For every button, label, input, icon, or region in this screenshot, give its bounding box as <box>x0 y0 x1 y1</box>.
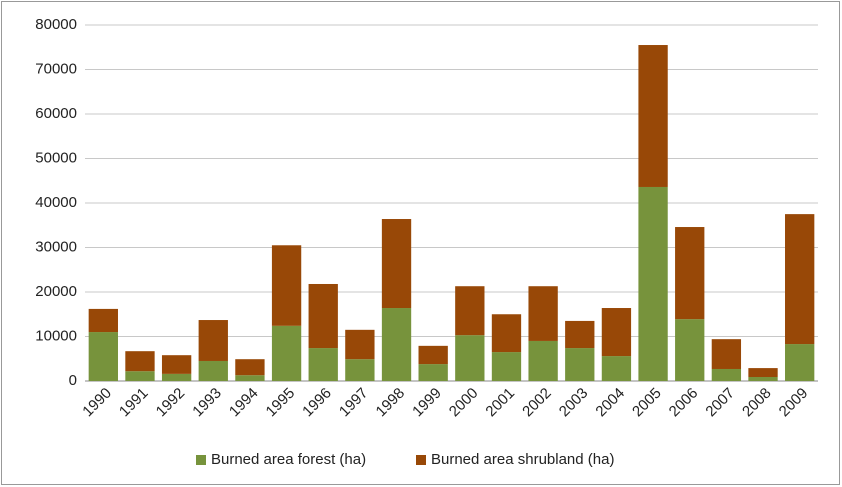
bar-segment <box>711 368 742 381</box>
bar-segment <box>381 219 412 309</box>
bar-segment <box>381 308 412 381</box>
bar-segment <box>491 314 522 353</box>
bar-segment <box>235 359 265 376</box>
y-tick-label: 70000 <box>35 60 77 77</box>
bar-segment <box>455 335 485 381</box>
y-tick-label: 80000 <box>35 16 77 33</box>
bar-segment <box>748 368 778 377</box>
y-tick-label: 40000 <box>35 194 77 211</box>
bar-segment <box>161 355 192 374</box>
bar-segment <box>161 373 192 381</box>
bar-segment <box>271 245 302 326</box>
bar-segment <box>528 286 558 341</box>
bar-segment <box>638 45 668 187</box>
bar-segment <box>308 283 338 349</box>
bar-segment <box>88 308 118 333</box>
y-tick-label: 60000 <box>35 105 77 122</box>
bar-segment <box>235 375 265 381</box>
bar-segment <box>528 340 558 381</box>
y-tick-label: 30000 <box>35 238 77 255</box>
bar-segment <box>748 376 778 381</box>
bar-segment <box>418 345 448 365</box>
legend-swatch <box>416 455 426 465</box>
bar-segment <box>675 319 705 381</box>
bar-segment <box>491 352 522 381</box>
bar-segment <box>125 371 155 381</box>
y-tick-label: 10000 <box>35 327 77 344</box>
legend-swatch <box>196 455 206 465</box>
legend-label: Burned area shrubland (ha) <box>431 451 614 468</box>
bar-segment <box>711 339 742 369</box>
bar-segment <box>565 348 595 381</box>
bar-segment <box>601 356 632 381</box>
bar-segment <box>565 320 595 349</box>
bar-segment <box>675 227 705 320</box>
bar-segment <box>418 364 448 381</box>
bar-segment <box>601 308 632 357</box>
bar-segment <box>785 214 815 345</box>
bar-segment <box>198 320 228 361</box>
y-tick-label: 20000 <box>35 283 77 300</box>
bar-segment <box>455 286 485 336</box>
bar-segment <box>88 332 118 381</box>
bar-segment <box>785 344 815 381</box>
bar-segment <box>638 186 668 381</box>
y-tick-label: 50000 <box>35 149 77 166</box>
bar-segment <box>125 351 155 372</box>
y-tick-label: 0 <box>69 372 77 389</box>
bar-segment <box>308 348 338 381</box>
bar-segment <box>345 359 375 381</box>
bar-segment <box>345 329 375 360</box>
legend-label: Burned area forest (ha) <box>211 451 366 468</box>
bar-segment <box>271 325 302 381</box>
bar-segment <box>198 360 228 381</box>
